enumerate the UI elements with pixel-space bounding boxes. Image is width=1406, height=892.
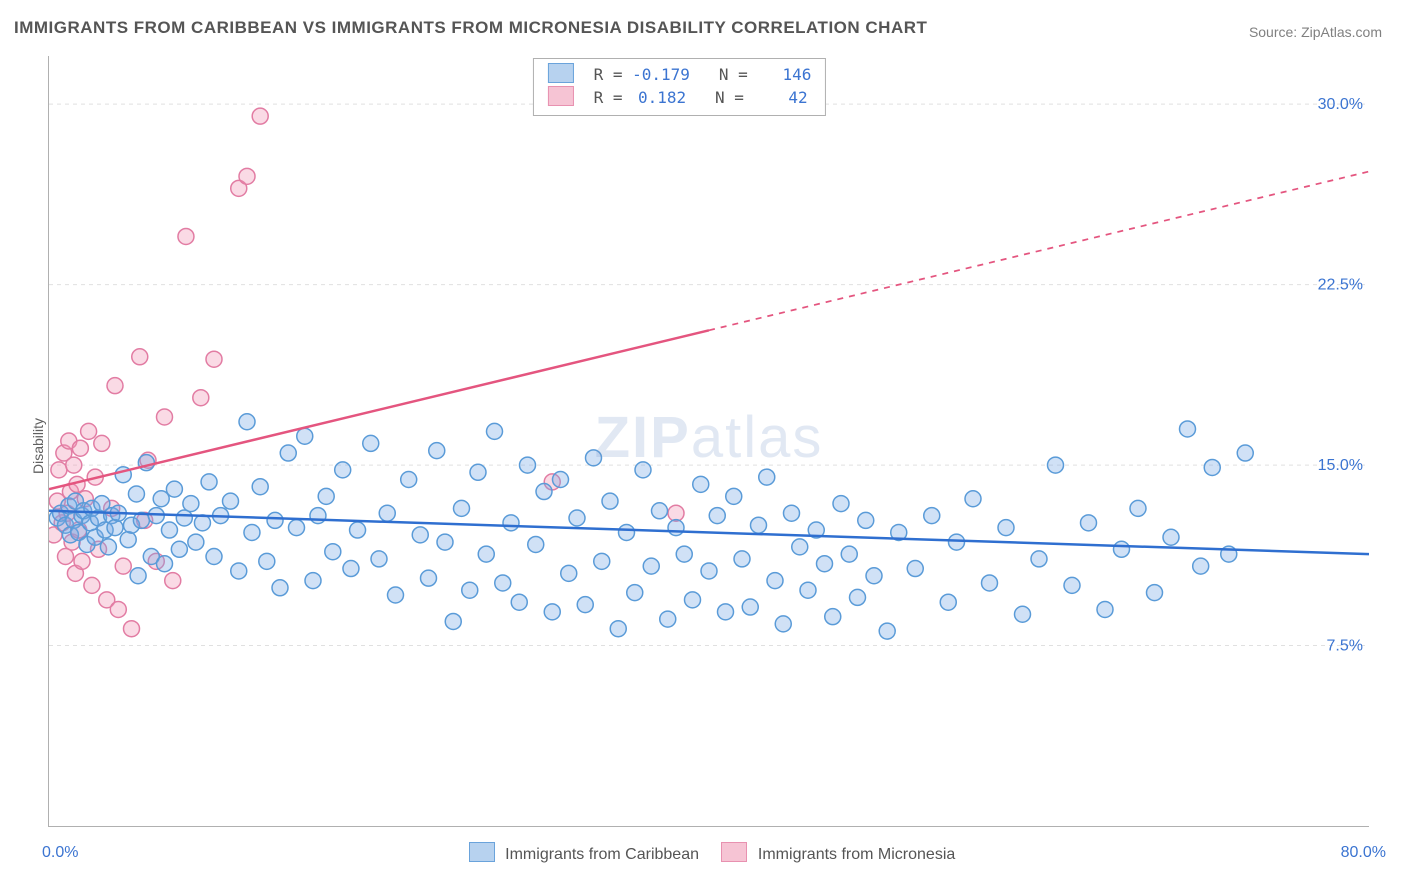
svg-text:15.0%: 15.0% [1318, 457, 1363, 474]
svg-text:22.5%: 22.5% [1318, 277, 1363, 294]
legend-label-caribbean: Immigrants from Caribbean [505, 846, 699, 863]
correlation-stats-box: R = -0.179 N = 146 R = 0.182 N = 42 [533, 58, 826, 116]
plot-area: 7.5%15.0%22.5%30.0% ZIPatlas R = -0.179 … [48, 56, 1369, 827]
svg-text:30.0%: 30.0% [1318, 96, 1363, 113]
stat-row-micronesia: R = 0.182 N = 42 [548, 86, 811, 109]
chart-svg: 7.5% 15.0% 22.5% 30.0% [49, 56, 1369, 826]
y-axis-label: Disability [30, 418, 46, 474]
source-attribution: Source: ZipAtlas.com [1249, 24, 1382, 40]
svg-text:7.5%: 7.5% [1327, 638, 1363, 655]
legend-bottom: Immigrants from Caribbean Immigrants fro… [0, 842, 1406, 864]
swatch-caribbean [548, 63, 574, 83]
swatch-micronesia [548, 86, 574, 106]
legend-swatch-micronesia [721, 842, 747, 862]
legend-swatch-caribbean [469, 842, 495, 862]
legend-label-micronesia: Immigrants from Micronesia [758, 846, 955, 863]
stat-row-caribbean: R = -0.179 N = 146 [548, 63, 811, 86]
chart-title: IMMIGRANTS FROM CARIBBEAN VS IMMIGRANTS … [14, 18, 927, 38]
